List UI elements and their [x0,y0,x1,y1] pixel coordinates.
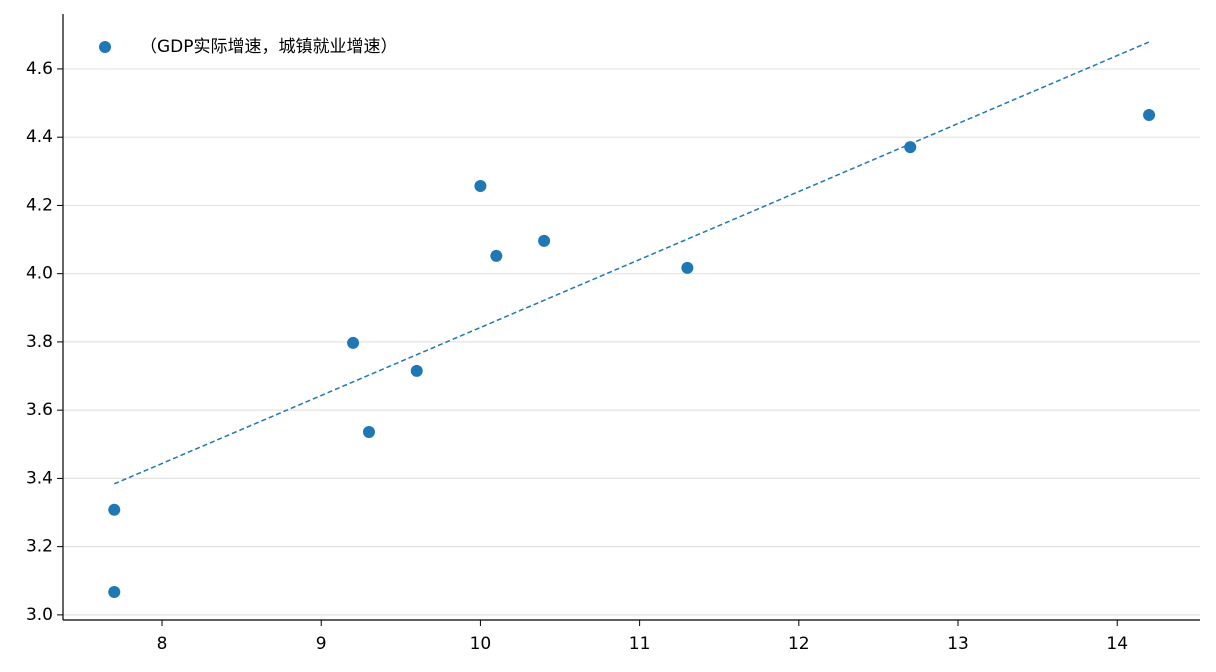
x-tick-label: 12 [788,634,810,654]
x-tick-label: 11 [629,634,651,654]
legend-marker [99,41,111,53]
x-tick-label: 8 [157,634,168,654]
point [362,425,375,438]
point [681,261,694,274]
point [410,364,423,377]
y-tick-label: 3.2 [26,537,53,557]
x-tick-label: 9 [316,634,327,654]
point [904,141,917,154]
x-tick-label: 13 [947,634,969,654]
x-tick-label: 10 [470,634,492,654]
point [347,336,360,349]
point [538,234,551,247]
point [108,586,121,599]
y-tick-label: 3.8 [26,332,53,352]
legend-label: （GDP实际增速，城镇就业增速） [140,37,398,57]
y-tick-label: 4.0 [26,264,53,284]
point [490,249,503,262]
point [1143,109,1156,121]
y-tick-label: 3.4 [26,468,53,488]
point [108,503,121,516]
y-tick-label: 3.6 [26,400,53,420]
point [474,179,487,192]
trend-line [113,41,1150,485]
y-tick-label: 4.2 [26,195,53,215]
y-tick-label: 4.6 [26,59,53,79]
y-tick-label: 4.4 [26,127,53,147]
y-tick-label: 3.0 [26,605,53,625]
x-tick-label: 14 [1106,634,1128,654]
